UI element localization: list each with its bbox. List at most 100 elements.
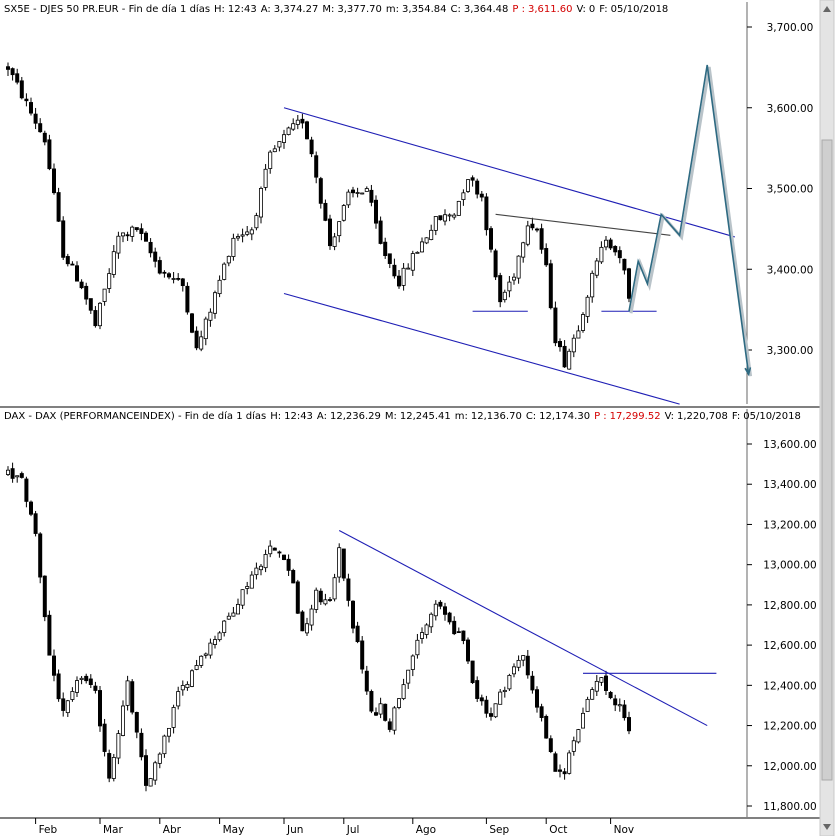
candle-body-up	[116, 235, 121, 254]
trendline[interactable]	[338, 529, 708, 727]
price-tick-label: 11,800.00	[763, 801, 816, 813]
candle-body-down	[314, 155, 319, 178]
panel-header-name: SX5E - DJES 50 PR.EUR - Fin de día 1 día…	[4, 3, 210, 15]
candle-body-down	[493, 250, 498, 278]
candle-body-up	[263, 554, 268, 569]
candle-body-down	[604, 675, 609, 691]
month-label: May	[223, 824, 245, 836]
candle-body-down	[318, 178, 323, 204]
scrollbar-thumb[interactable]	[821, 139, 833, 781]
price-tick-label: 3,400.00	[767, 264, 814, 276]
candle-body-up	[401, 267, 406, 286]
header-field-label: F:	[599, 4, 607, 15]
candle-body-down	[488, 713, 493, 717]
price-tick-label: 3,600.00	[767, 103, 814, 115]
month-label: Abr	[163, 824, 182, 836]
candle-body-up	[406, 669, 411, 684]
candle-body-up	[410, 253, 415, 271]
candle-body-down	[525, 655, 530, 676]
candle-body-down	[107, 753, 112, 779]
candle-body-up	[65, 700, 70, 714]
header-field-label: F:	[732, 411, 740, 422]
price-tick-label: 3,500.00	[767, 184, 814, 196]
candle-body-up	[571, 740, 576, 752]
candle-body-down	[38, 533, 43, 578]
candle-body-down	[553, 307, 558, 344]
candle-body-down	[327, 599, 332, 601]
candle-body-down	[143, 232, 148, 242]
candle-body-up	[314, 589, 319, 610]
candle-body-down	[608, 692, 613, 699]
candle-body-down	[548, 263, 553, 309]
candle-body-up	[419, 632, 424, 639]
candle-body-up	[166, 727, 171, 737]
trendline[interactable]	[283, 107, 735, 238]
candle-body-down	[28, 501, 33, 515]
price-tick-label: 12,800.00	[763, 600, 816, 612]
trendline[interactable]	[283, 292, 680, 405]
candle-body-down	[470, 177, 475, 181]
candle-body-down	[622, 704, 627, 719]
panel-header: SX5E - DJES 50 PR.EUR - Fin de día 1 día…	[4, 3, 668, 15]
candle-body-up	[171, 707, 176, 728]
candle-body-up	[452, 214, 457, 218]
candle-body-up	[245, 231, 250, 235]
candle-body-up	[249, 574, 254, 589]
candle-body-up	[212, 639, 217, 645]
header-field-value: 12,174.30	[539, 411, 590, 422]
candle-body-up	[594, 260, 599, 276]
candle-body-down	[622, 258, 627, 271]
candle-body-up	[617, 704, 622, 707]
candle-body-down	[447, 612, 452, 623]
header-field-label: C:	[526, 411, 536, 422]
candle-body-up	[429, 229, 434, 240]
candle-body-up	[79, 677, 84, 680]
candles	[6, 62, 632, 370]
candle-body-down	[558, 341, 563, 348]
scroll-down-icon[interactable]	[823, 824, 831, 830]
candle-body-up	[415, 251, 420, 254]
candle-body-down	[6, 66, 11, 70]
candle-body-down	[461, 630, 466, 642]
candle-body-down	[130, 681, 135, 713]
candle-body-up	[516, 659, 521, 668]
candle-body-down	[350, 189, 355, 194]
candle-body-down	[452, 620, 457, 635]
candle-body-up	[424, 624, 429, 635]
candle-body-down	[93, 685, 98, 691]
candle-body-up	[567, 350, 572, 370]
candle-body-up	[75, 680, 80, 693]
candle-body-up	[272, 148, 277, 153]
header-field-label: P :	[512, 4, 525, 15]
candle-body-up	[507, 674, 512, 690]
month-label: Sep	[489, 824, 509, 836]
candle-body-down	[613, 698, 618, 706]
candle-body-up	[599, 246, 604, 263]
vertical-scrollbar[interactable]	[819, 0, 835, 836]
candle-body-down	[134, 227, 139, 230]
candle-body-up	[235, 236, 240, 239]
trendline[interactable]	[495, 213, 671, 236]
candle-body-down	[10, 68, 15, 76]
candle-body-down	[61, 698, 66, 711]
header-field-label: m:	[386, 4, 399, 15]
candle-body-up	[415, 639, 420, 656]
projection-arrowhead	[744, 367, 752, 377]
scroll-up-icon[interactable]	[823, 6, 831, 12]
header-field-value: 3,364.48	[464, 4, 509, 15]
candle-body-up	[111, 757, 116, 779]
header-field-value: 3,374.27	[274, 4, 319, 15]
candle-body-up	[599, 677, 604, 683]
candle-body-up	[98, 302, 103, 327]
month-label: Oct	[549, 824, 567, 836]
candle-body-up	[507, 281, 512, 292]
projection-path[interactable]	[628, 64, 750, 375]
candle-body-down	[84, 675, 89, 682]
candle-body-down	[166, 273, 171, 278]
candle-body-down	[88, 298, 93, 311]
candle-body-up	[157, 753, 162, 764]
candle-body-down	[75, 265, 80, 282]
candle-body-down	[360, 640, 365, 670]
header-field-value: 3,354.84	[402, 4, 447, 15]
candle-body-down	[300, 118, 305, 124]
